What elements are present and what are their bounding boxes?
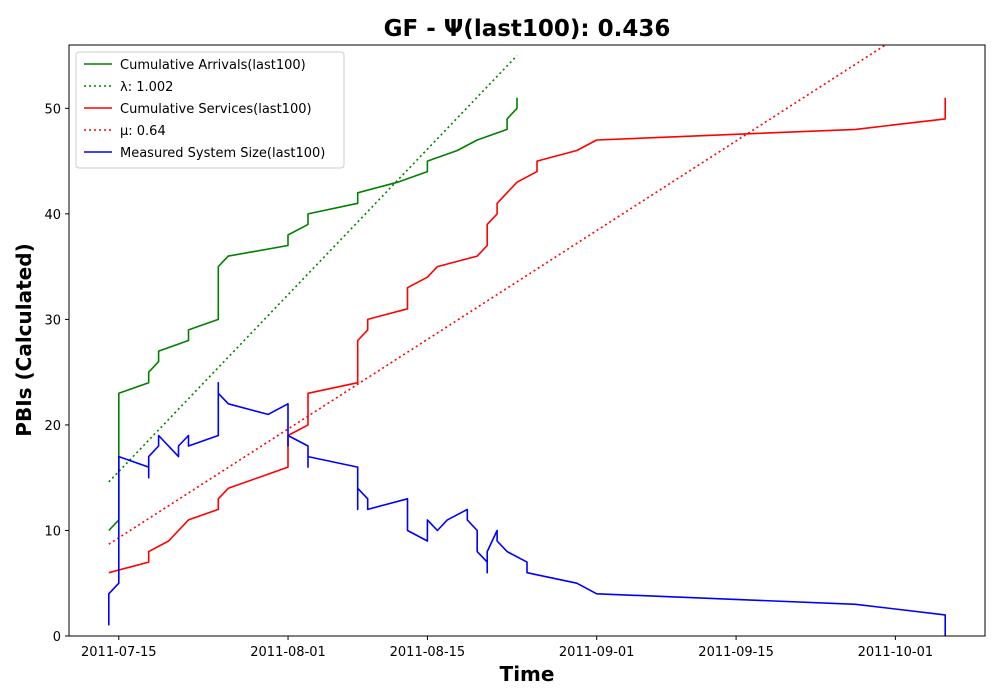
legend-entry-0-64: μ: 0.64 xyxy=(120,124,166,139)
legend-entry-cumulative-arrivals-last100: Cumulative Arrivals(last100) xyxy=(120,58,306,73)
x-tick-label: 2011-10-01 xyxy=(858,645,934,660)
plot-frame xyxy=(68,44,986,637)
series-line-5 xyxy=(108,381,947,636)
x-tick-label: 2011-08-01 xyxy=(250,645,326,660)
legend-box xyxy=(75,51,345,169)
legend-entry-1-002: λ: 1.002 xyxy=(120,80,173,95)
series-line-1 xyxy=(108,97,518,532)
x-tick-label: 2011-09-15 xyxy=(698,645,774,660)
legend-entry-cumulative-services-last100: Cumulative Services(last100) xyxy=(120,102,312,117)
y-tick-label: 30 xyxy=(44,313,61,328)
x-axis-label: Time xyxy=(500,662,555,686)
y-axis-ticks: 0 10 20 30 40 50 xyxy=(44,102,69,645)
plot-lines xyxy=(108,44,947,636)
y-tick-label: 0 xyxy=(53,630,61,645)
series-line-4 xyxy=(108,44,886,545)
y-tick-label: 10 xyxy=(44,524,61,539)
x-axis-ticks: 2011-07-15 2011-08-01 2011-08-15 2011-09-01… xyxy=(81,636,933,660)
chart-title: GF - Ψ(last100): 0.436 xyxy=(384,16,671,42)
y-tick-label: 40 xyxy=(44,208,61,223)
y-axis-label: PBIs (Calculated) xyxy=(12,243,36,436)
x-tick-label: 2011-09-01 xyxy=(559,645,635,660)
series-line-3 xyxy=(108,97,947,574)
legend: Cumulative Arrivals(last100) λ: 1.002 Cumu… xyxy=(75,51,345,169)
series-line-2 xyxy=(108,55,518,483)
y-tick-label: 20 xyxy=(44,419,61,434)
x-tick-label: 2011-08-15 xyxy=(390,645,466,660)
legend-entry-measured-system-size-last100: Measured System Size(last100) xyxy=(120,146,325,161)
x-tick-label: 2011-07-15 xyxy=(81,645,157,660)
y-tick-label: 50 xyxy=(44,102,61,117)
